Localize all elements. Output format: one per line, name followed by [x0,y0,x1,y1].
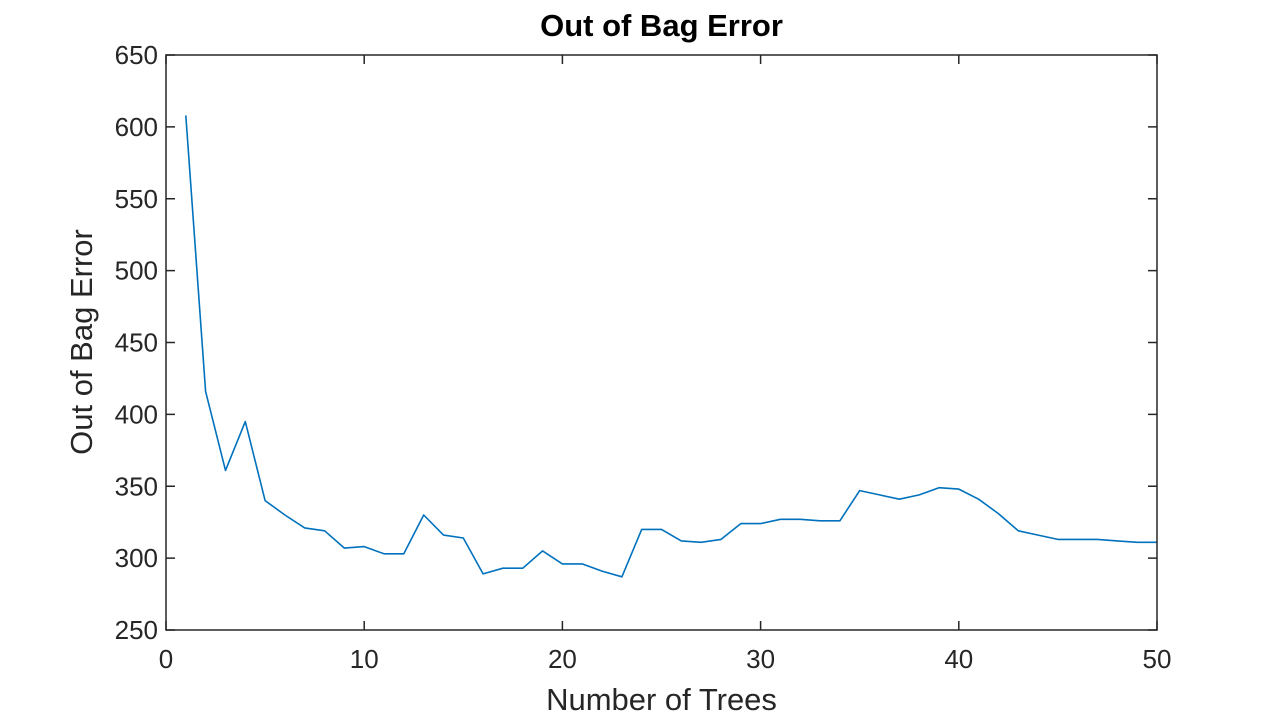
y-tick-label: 550 [115,184,158,214]
y-tick-label: 250 [115,615,158,645]
x-tick-labels: 0 10 20 30 40 50 [159,644,1172,674]
chart-title: Out of Bag Error [540,8,783,43]
y-tick-label: 450 [115,328,158,358]
x-tick-label: 0 [159,644,173,674]
x-tick-label: 40 [944,644,973,674]
x-tick-label: 30 [746,644,775,674]
plot-frame [165,54,1158,631]
x-tick-label: 50 [1143,644,1172,674]
x-axis-label: Number of Trees [546,682,777,717]
y-tick-label: 600 [115,112,158,142]
y-tick-labels: 250 300 350 400 450 500 550 600 650 [115,40,158,645]
x-tick-label: 10 [350,644,379,674]
y-tick-label: 650 [115,40,158,70]
plot-background [166,55,1157,630]
y-tick-label: 500 [115,256,158,286]
series-line [185,115,1157,578]
y-tick-label: 350 [115,471,158,501]
y-tick-label: 300 [115,543,158,573]
y-tick-label: 400 [115,399,158,429]
x-tick-label: 20 [548,644,577,674]
y-axis-label: Out of Bag Error [64,229,99,455]
